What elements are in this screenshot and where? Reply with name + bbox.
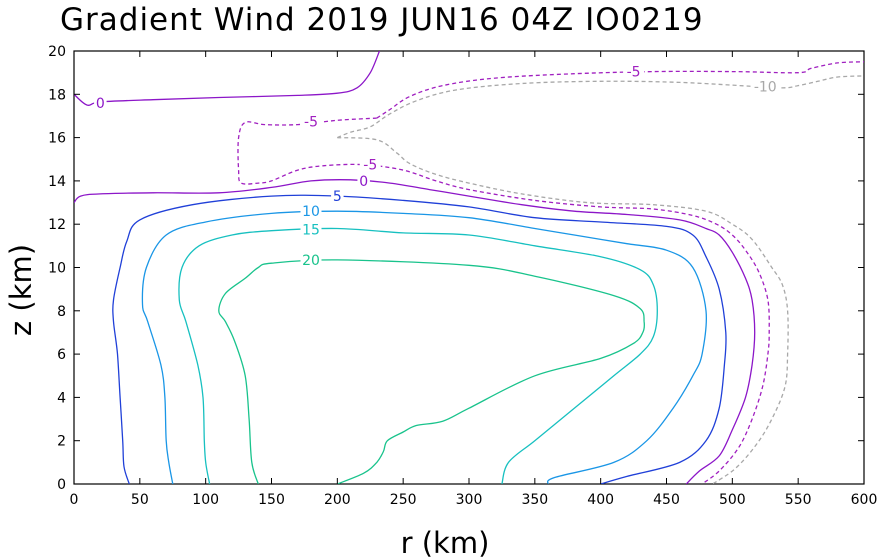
contour-label-bg [750, 78, 780, 95]
y-tick-label: 2 [57, 434, 66, 450]
x-axis-label: r (km) [401, 526, 490, 560]
contour-label: 0 [96, 96, 105, 112]
contour-line-m10-8 [337, 75, 864, 139]
contour-label: -5 [363, 158, 377, 174]
x-tick-label: 300 [456, 492, 483, 508]
y-tick-label: 4 [57, 390, 66, 406]
x-tick-label: 450 [653, 492, 680, 508]
contour-label: 0 [359, 174, 368, 190]
contour-label-bg [357, 172, 370, 189]
contour-line-20-0 [218, 259, 646, 484]
contour-label-bg [300, 221, 322, 238]
plot-frame [73, 50, 865, 485]
contour-label-bg [359, 156, 381, 173]
contour-label-bg [331, 188, 344, 205]
contour-line-5-3 [112, 194, 727, 484]
y-tick-label: 6 [57, 347, 66, 363]
contour-line-0-5 [74, 51, 381, 107]
x-tick-label: 250 [390, 492, 417, 508]
x-tick-label: 200 [324, 492, 351, 508]
contour-label: -5 [627, 65, 641, 81]
contour-label: 10 [302, 204, 320, 220]
x-tick-label: 150 [258, 492, 285, 508]
contour-label-bg [300, 113, 322, 130]
contour-label: 5 [333, 189, 342, 205]
contour-label: -10 [754, 80, 777, 96]
x-tick-label: 500 [719, 492, 746, 508]
y-tick-label: 0 [57, 477, 66, 493]
y-axis-ticks: 0 2 4 6 8 10 12 14 16 18 20 [48, 44, 864, 493]
x-tick-label: 600 [851, 492, 878, 508]
y-tick-label: 12 [48, 217, 66, 233]
x-axis-ticks: 0 50 100 150 200 250 300 350 400 450 500 550 600 [70, 51, 878, 508]
x-tick-label: 550 [785, 492, 812, 508]
contour-label-bg [623, 63, 645, 80]
x-tick-label: 400 [587, 492, 614, 508]
x-tick-label: 100 [192, 492, 219, 508]
y-axis-label: z (km) [4, 244, 38, 336]
y-tick-label: 10 [48, 261, 66, 277]
contour-label: 20 [302, 253, 320, 269]
contour-label-bg [300, 251, 322, 268]
x-tick-label: 0 [70, 492, 79, 508]
y-tick-label: 18 [48, 87, 66, 103]
contour-label-bg [300, 203, 322, 220]
contour-label: 15 [302, 223, 320, 239]
contour-line-0-4 [74, 179, 756, 484]
y-tick-label: 14 [48, 174, 66, 190]
contour-line-15-1 [178, 227, 658, 484]
chart-title: Gradient Wind 2019 JUN16 04Z IO0219 [60, 2, 704, 38]
contour-label: -5 [304, 114, 318, 130]
contour-line-10-2 [141, 210, 707, 484]
x-tick-label: 50 [131, 492, 149, 508]
contour-lines [74, 51, 864, 484]
contour-line-m5-6 [376, 61, 864, 119]
y-tick-label: 8 [57, 304, 66, 320]
contour-line-m5-7 [237, 117, 770, 484]
x-tick-label: 350 [521, 492, 548, 508]
y-tick-label: 20 [48, 44, 66, 60]
contour-label-bg [94, 94, 107, 111]
y-tick-label: 16 [48, 131, 66, 147]
contour-line-m10-9 [337, 136, 789, 484]
